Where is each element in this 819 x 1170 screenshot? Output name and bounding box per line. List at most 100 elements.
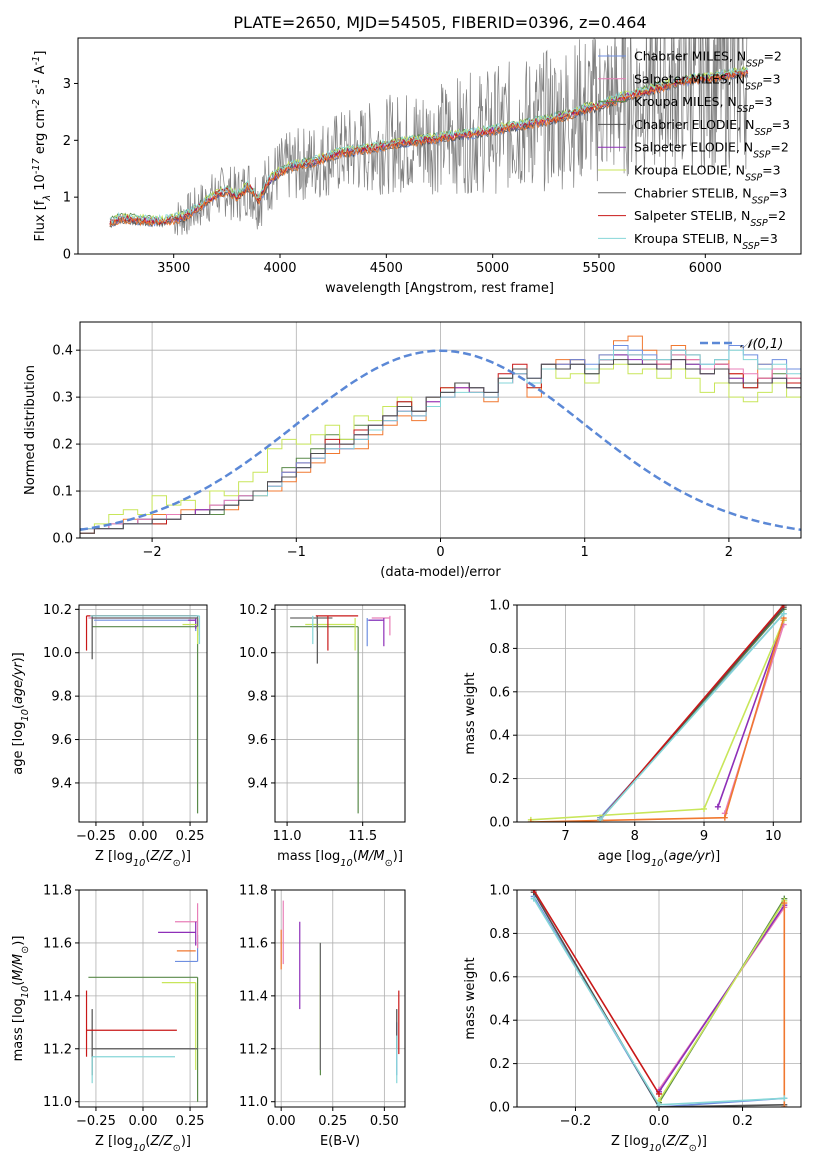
x-tick-label: 0.2 — [732, 1114, 753, 1129]
label-span: )] — [181, 849, 191, 864]
mass-weight-line — [658, 904, 785, 1093]
label-span: Normed distribution — [23, 365, 38, 495]
label-span: Kroupa ELODIE, N — [634, 163, 745, 178]
axes-frame — [274, 604, 406, 823]
error-bar-point — [371, 615, 391, 636]
label-span: Z/Z — [665, 1134, 689, 1149]
y-tick-label: 0.2 — [489, 772, 510, 787]
error-bar-point — [90, 615, 201, 645]
y-tick-label: 0.6 — [489, 970, 510, 985]
legend-label: Salpeter ELODIE, NSSP=2 — [634, 140, 789, 161]
label-span: Z/Z — [149, 1134, 173, 1149]
label-span: =3 — [769, 185, 787, 200]
label-span: E(B-V) — [320, 1134, 360, 1149]
error-bar-point — [290, 615, 333, 632]
point-marker — [781, 900, 788, 907]
y-tick-label: 1.0 — [489, 599, 510, 614]
error-bar-point — [305, 618, 356, 651]
histogram-step — [80, 363, 801, 530]
label-span: SSP — [750, 218, 768, 229]
y-tick-label: 11.2 — [239, 1042, 268, 1057]
point-marker — [780, 610, 787, 617]
y-tick-label: 11.0 — [43, 1095, 72, 1110]
label-span: (data-model)/error — [380, 565, 501, 580]
y-tick-label: 0.4 — [489, 729, 510, 744]
histogram-step — [80, 359, 801, 534]
label-span: Z [log — [95, 849, 133, 864]
mass-weight-line — [717, 619, 785, 808]
y-axis-label: Flux [fλ 10-17 erg cm-2 s-1 A-1] — [31, 51, 53, 242]
model-spectrum-line — [109, 70, 749, 227]
model-spectrum-line — [109, 65, 749, 224]
label-span: )] — [697, 1134, 707, 1149]
data-spectrum-line — [173, 38, 748, 236]
y-tick-label: 11.8 — [43, 884, 72, 899]
label-span: λ — [42, 195, 53, 202]
y-tick-label: 9.8 — [51, 690, 72, 705]
y-tick-label: 11.6 — [43, 936, 72, 951]
x-tick-label: 11.5 — [348, 829, 377, 844]
point-marker — [781, 1104, 788, 1107]
label-span: SSP — [745, 172, 763, 183]
label-span: age/yr — [11, 661, 26, 704]
mass-weight-line — [599, 605, 785, 821]
label-span: )] — [393, 849, 403, 864]
y-axis-label: Normed distribution — [23, 365, 38, 495]
x-tick-label: 4000 — [263, 261, 296, 276]
y-tick-label: 9.8 — [247, 690, 268, 705]
error-bar-point — [366, 618, 383, 647]
label-span: ⊙ — [385, 858, 393, 869]
x-tick-label: 5500 — [582, 261, 615, 276]
label-span: 10 — [651, 858, 663, 869]
label-span: SSP — [737, 104, 755, 115]
y-tick-label: 9.4 — [51, 776, 72, 791]
legend-label: Kroupa MILES, NSSP=3 — [634, 94, 772, 115]
label-span: =3 — [759, 231, 777, 246]
y-tick-label: 9.6 — [51, 733, 72, 748]
label-span: =3 — [754, 94, 772, 109]
label-span: =3 — [762, 71, 780, 86]
label-span: ( — [145, 849, 150, 864]
point-marker — [701, 805, 708, 812]
point-marker — [721, 814, 728, 821]
axes-frame — [274, 889, 406, 1108]
label-span: )] — [710, 849, 720, 864]
x-tick-label: 0.00 — [129, 1114, 158, 1129]
x-tick-label: 4500 — [370, 261, 403, 276]
label-span: =3 — [762, 163, 780, 178]
panel-mass-vs-EBV: 0.00 0.25 0.50 11.0 11.2 11.4 11.6 11.8 E(B-V) — [239, 884, 406, 1149]
label-span: mass weight — [463, 672, 478, 754]
error-bar-point — [188, 618, 197, 629]
label-span: age [log — [598, 849, 651, 864]
label-span: -1 — [31, 56, 42, 66]
plot-area — [280, 900, 400, 1084]
label-span: ( — [661, 1134, 666, 1149]
y-axis-label: age [log10(age/yr)] — [11, 652, 31, 775]
x-tick-label: 0.25 — [176, 829, 205, 844]
y-tick-label: 0.4 — [489, 1014, 510, 1029]
label-span: =3 — [772, 117, 790, 132]
point-marker — [714, 803, 721, 810]
label-span: mass [log — [11, 998, 26, 1061]
label-span: SSP — [753, 149, 771, 160]
label-span: A — [33, 65, 48, 78]
y-tick-label: 0.1 — [52, 485, 73, 500]
y-tick-label: 0.2 — [489, 1057, 510, 1072]
label-span: Kroupa MILES, N — [634, 94, 737, 109]
label-span: =2 — [768, 208, 786, 223]
y-tick-label: 10.0 — [239, 646, 268, 661]
legend-label: Chabrier STELIB, NSSP=3 — [634, 185, 787, 206]
label-span: Kroupa STELIB, N — [634, 231, 742, 246]
gaussian-curve — [80, 349, 801, 532]
label-span: Z/Z — [149, 849, 173, 864]
label-span: -1 — [31, 78, 42, 88]
x-axis-label: (data-model)/error — [380, 565, 501, 580]
label-span: Chabrier ELODIE, N — [634, 117, 754, 132]
label-span: SSP — [742, 240, 760, 251]
panel-mass-weight-vs-Z: −0.2 0.0 0.2 0.0 0.2 0.4 0.6 0.8 1.0 Z [log10(Z/Z… — [463, 884, 802, 1154]
y-tick-label: 11.6 — [239, 936, 268, 951]
error-bar-point — [91, 1056, 175, 1084]
plot-area — [527, 605, 787, 822]
